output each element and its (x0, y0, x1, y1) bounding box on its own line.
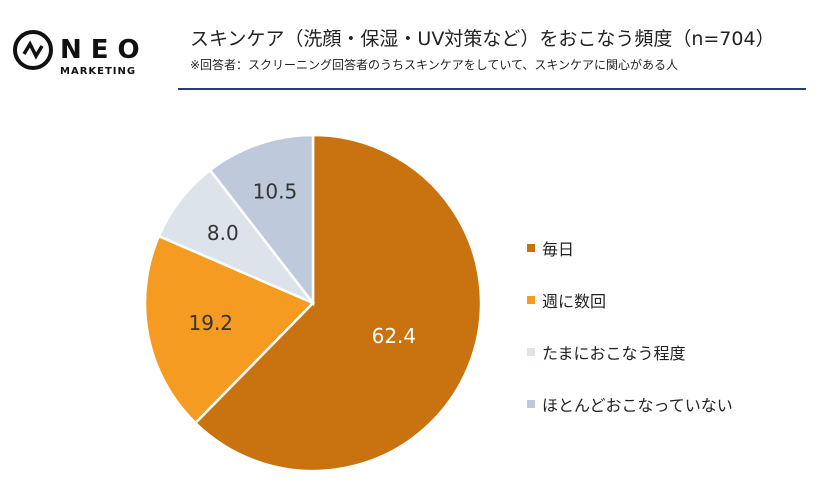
legend-label: ほとんどおこなっていない (542, 396, 733, 415)
neo-marketing-logo: NEO MARKETING (13, 30, 149, 77)
legend-swatch (527, 296, 535, 304)
legend-swatch (527, 348, 535, 356)
pie-slice (193, 133, 483, 473)
legend-item: 毎日 (527, 222, 733, 274)
header-divider (178, 88, 806, 90)
legend-label: 週に数回 (542, 292, 607, 311)
svg-text:MARKETING: MARKETING (60, 66, 136, 77)
chart-subtitle: ※回答者：スクリーニング回答者のうちスキンケアをしていて、スキンケアに関心がある… (190, 58, 679, 72)
pie-slice (208, 133, 315, 307)
data-label: 8.0 (207, 221, 239, 245)
legend-item: たまにおこなう程度 (527, 326, 733, 378)
chart-title: スキンケア（洗顔・保湿・UV対策など）をおこなう頻度（n=704） (190, 28, 775, 50)
legend-label: たまにおこなう程度 (542, 344, 686, 363)
pie-slice (143, 234, 316, 425)
legend-label: 毎日 (542, 240, 575, 259)
legend-swatch (527, 400, 535, 408)
legend-item: ほとんどおこなっていない (527, 378, 733, 430)
legend-swatch (527, 244, 535, 252)
data-label: 10.5 (253, 180, 298, 204)
data-label: 62.4 (372, 324, 417, 348)
data-label: 19.2 (189, 311, 234, 335)
legend: 毎日週に数回たまにおこなう程度ほとんどおこなっていない (527, 222, 733, 430)
legend-item: 週に数回 (527, 274, 733, 326)
svg-text:NEO: NEO (60, 35, 149, 65)
